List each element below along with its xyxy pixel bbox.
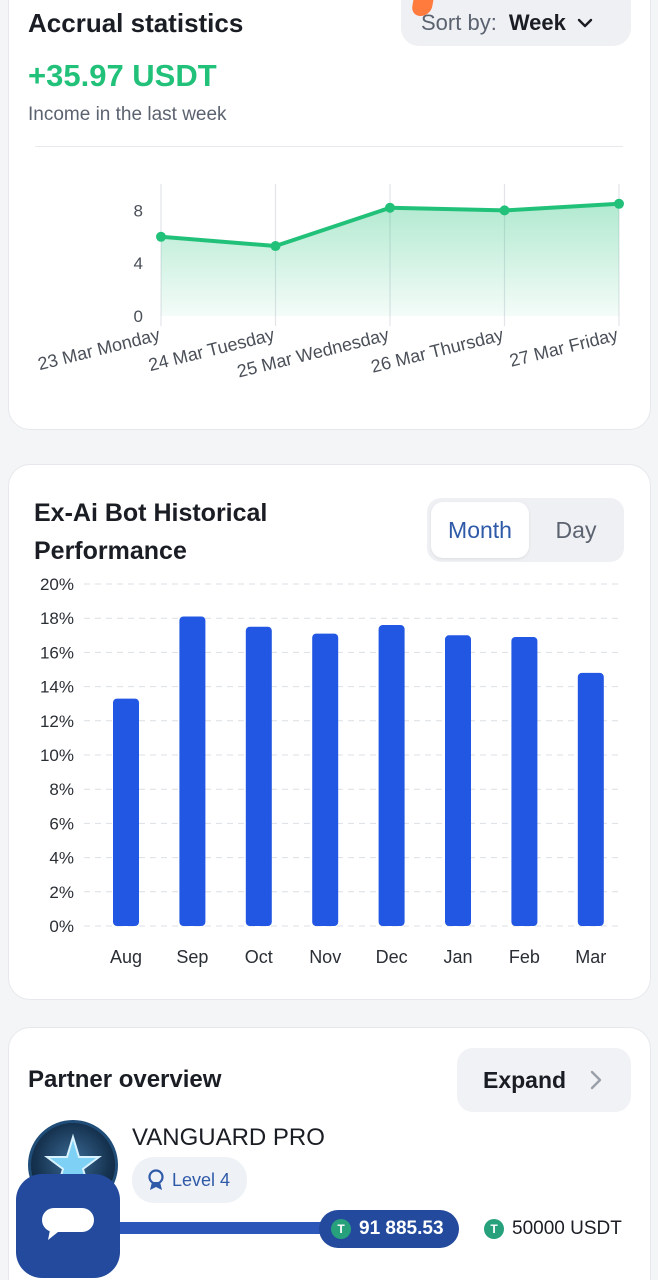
x-tick-label: Jan [443, 947, 472, 967]
weekly-income-label: Income in the last week [28, 104, 227, 125]
x-tick-label: 27 Mar Friday [507, 324, 620, 370]
x-tick-label: Nov [309, 947, 341, 967]
level-badge: Level 4 [132, 1157, 247, 1203]
bar [179, 616, 206, 926]
area-fill [161, 203, 619, 316]
data-point [156, 231, 166, 242]
partner-balance: 91 885.53 [359, 1218, 444, 1239]
y-tick-label: 2% [49, 883, 74, 902]
bar [378, 625, 405, 926]
support-chat-button[interactable] [16, 1174, 120, 1278]
level-label: Level 4 [172, 1169, 231, 1190]
bar [445, 635, 471, 926]
usdt-icon: T [484, 1219, 504, 1239]
partner-title: Partner overview [28, 1066, 222, 1093]
x-tick-label: Aug [110, 947, 142, 967]
toggle-month[interactable]: Month [431, 502, 529, 558]
bar [511, 637, 538, 926]
chat-bubble-icon [42, 1208, 94, 1240]
bar [577, 672, 604, 926]
y-tick-label: 16% [40, 643, 74, 662]
data-point [270, 241, 281, 252]
y-tick-label: 8% [49, 780, 74, 799]
sort-by-dropdown[interactable]: Sort by: Week [401, 0, 631, 46]
y-tick-label: 0% [49, 917, 74, 936]
medal-icon [148, 1169, 164, 1190]
x-tick-label: Oct [245, 947, 273, 967]
x-tick-label: Feb [509, 947, 540, 967]
partner-target-value: 50000 USDT [512, 1218, 622, 1239]
y-tick-label: 8 [134, 201, 143, 220]
bar [245, 626, 272, 926]
y-tick-label: 4% [49, 849, 74, 868]
y-tick-label: 0 [134, 307, 143, 326]
weekly-income-value: +35.97 USDT [28, 58, 217, 93]
performance-bar-chart: 0% 2% 4% 6% 8% 10% 12% 14% 16% 18% 20% Aug Sep Oct Nov… [40, 575, 622, 967]
performance-title: Ex-Ai Bot Historical Performance [34, 499, 268, 565]
x-tick-label: 23 Mar Monday [36, 324, 162, 374]
data-point [499, 205, 510, 216]
toggle-day[interactable]: Day [555, 516, 597, 543]
usdt-icon: T [331, 1219, 351, 1239]
divider [35, 146, 623, 147]
y-tick-label: 4 [134, 254, 143, 273]
y-tick-label: 6% [49, 814, 74, 833]
bar [113, 698, 139, 926]
partner-balance-pill: T 91 885.53 [319, 1210, 459, 1248]
x-tick-label: 26 Mar Thursday [369, 324, 506, 376]
y-tick-label: 14% [40, 678, 74, 697]
x-tick-label: Mar [575, 947, 606, 967]
accrual-title: Accrual statistics [28, 8, 244, 38]
data-point [614, 198, 624, 209]
chevron-down-icon [577, 18, 593, 28]
partner-target: T 50000 USDT [484, 1214, 622, 1244]
expand-button[interactable]: Expand [457, 1048, 631, 1112]
y-tick-label: 10% [40, 746, 74, 765]
y-tick-label: 20% [40, 575, 74, 594]
sort-by-value: Week [508, 10, 566, 35]
expand-label: Expand [483, 1066, 567, 1093]
x-tick-label: Sep [176, 947, 208, 967]
bar [312, 633, 339, 926]
y-tick-label: 12% [40, 712, 74, 731]
data-point [385, 202, 395, 213]
partner-progress-bar [110, 1222, 360, 1234]
chevron-right-icon [590, 1070, 602, 1090]
x-tick-label: Dec [376, 947, 408, 967]
y-tick-label: 18% [40, 609, 74, 628]
sort-by-label: Sort by: [421, 10, 497, 35]
period-toggle: Month Day [427, 498, 624, 562]
partner-rank-name: VANGUARD PRO [132, 1124, 325, 1151]
